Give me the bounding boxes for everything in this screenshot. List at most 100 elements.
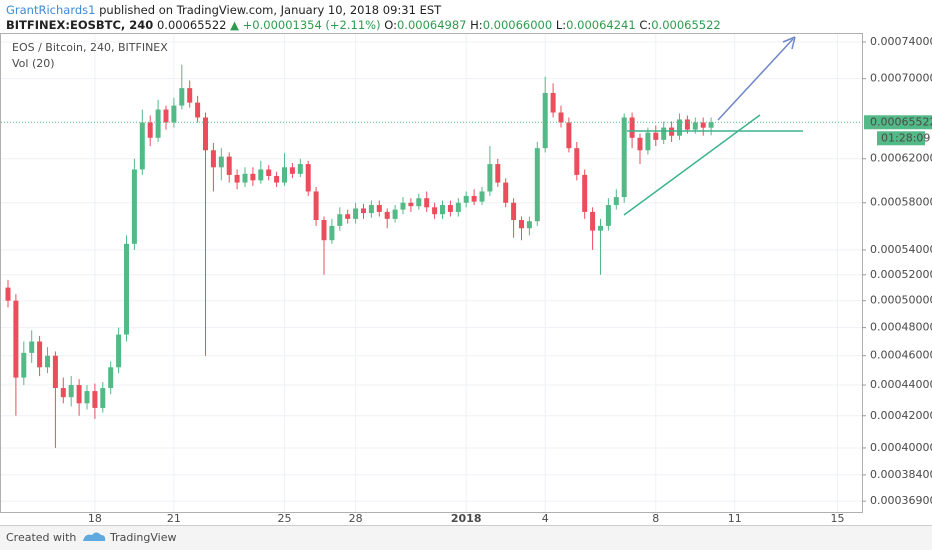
- candle-body: [361, 208, 366, 214]
- y-tick-label: 0.00048000: [870, 321, 932, 334]
- candle-body: [376, 205, 382, 212]
- y-tick-label: 0.00058000: [870, 196, 932, 209]
- candle-body: [37, 341, 43, 368]
- candle-body: [171, 105, 177, 123]
- candle-body: [274, 175, 280, 183]
- candle-body: [684, 119, 690, 130]
- header-line: GrantRichards1 published on TradingView.…: [6, 3, 442, 17]
- arrow-head: [782, 36, 796, 50]
- candle-body: [337, 214, 343, 226]
- y-tick-label: 0.00074000: [870, 35, 932, 48]
- candle-body: [392, 209, 398, 219]
- candle-body: [297, 164, 303, 174]
- candle-body: [52, 355, 58, 389]
- candle-body: [447, 205, 453, 212]
- chart-title: EOS / Bitcoin, 240, BITFINEX: [12, 41, 168, 54]
- open-value: 0.00064987: [397, 18, 467, 32]
- x-tick-label: 2018: [451, 512, 482, 525]
- last-price-label: 0.00065522: [870, 115, 932, 128]
- candle-body: [266, 169, 272, 176]
- candle-body: [629, 117, 635, 138]
- candle-body: [519, 220, 524, 229]
- candle-body: [542, 92, 548, 149]
- x-tick-label: 21: [167, 512, 181, 525]
- change: ▲ +0.00001354 (+2.11%): [230, 18, 380, 32]
- candle-body: [100, 388, 106, 408]
- candle-body: [692, 122, 698, 130]
- x-tick-label: 28: [349, 512, 363, 525]
- candle-body: [700, 122, 706, 128]
- candle-body: [637, 137, 643, 151]
- candle-body: [45, 355, 50, 368]
- candle-body: [645, 132, 651, 151]
- x-tick-label: 8: [652, 512, 659, 525]
- candle-body: [282, 167, 287, 183]
- symbol: BITFINEX:EOSBTC, 240: [6, 18, 153, 32]
- candle-body: [558, 112, 564, 123]
- candle-body: [408, 202, 414, 207]
- candle-body: [621, 117, 627, 198]
- candle-body: [384, 211, 390, 219]
- candle-body: [234, 174, 240, 183]
- candle-body: [455, 202, 461, 212]
- candle-body: [677, 119, 682, 136]
- candle-body: [345, 214, 351, 219]
- published: published on TradingView.com, January 10…: [99, 3, 442, 17]
- last-price-box: [864, 115, 932, 130]
- h-label: H:: [470, 18, 483, 32]
- candle-body: [329, 225, 335, 241]
- plot: 0.00074000 0.00070000 0.00062000 0.00058000…: [1, 34, 932, 525]
- candle-body: [155, 109, 161, 138]
- candle-body: [226, 156, 232, 175]
- x-tick-label: 25: [278, 512, 292, 525]
- candle-body: [60, 388, 66, 398]
- candle-body: [487, 164, 493, 192]
- c-label: C:: [639, 18, 651, 32]
- candle-body: [416, 198, 422, 207]
- candle-body: [566, 122, 572, 149]
- candle-body: [432, 207, 438, 215]
- l-label: L:: [556, 18, 566, 32]
- candle-body: [534, 148, 540, 222]
- x-tick-label: 11: [728, 512, 742, 525]
- candle-body: [550, 92, 556, 113]
- candle-body: [13, 300, 19, 378]
- candle-body: [305, 164, 311, 192]
- low-value: 0.00064241: [566, 18, 636, 32]
- price: 0.00065522: [157, 18, 227, 32]
- candle-body: [708, 122, 714, 128]
- y-tick-label: 0.00054000: [870, 243, 932, 256]
- candle-body: [187, 88, 193, 103]
- candle-body: [653, 132, 659, 140]
- candle-body: [203, 117, 208, 151]
- candle-body: [5, 287, 11, 301]
- x-tick-label: 15: [831, 512, 845, 525]
- candle-body: [258, 169, 264, 181]
- candle-body: [503, 182, 509, 203]
- candle-body: [250, 173, 256, 181]
- candle-body: [92, 391, 98, 408]
- candle-body: [108, 367, 114, 389]
- candle-body: [210, 150, 216, 168]
- y-tick-label: 0.00044000: [870, 378, 932, 391]
- author[interactable]: GrantRichards1: [6, 3, 95, 17]
- candle-body: [289, 167, 295, 174]
- o-label: O:: [384, 18, 397, 32]
- candle-body: [661, 127, 667, 140]
- candle-body: [471, 195, 477, 202]
- footer-created: Created with: [6, 531, 76, 544]
- candle-body: [479, 191, 485, 202]
- x-tick-label: 18: [88, 512, 102, 525]
- candle-body: [68, 385, 74, 398]
- y-tick-label: 0.00050000: [870, 294, 932, 307]
- candle-body: [163, 109, 169, 123]
- candle-body: [368, 205, 374, 214]
- y-tick-label: 0.00062000: [870, 152, 932, 165]
- candle-body: [574, 148, 580, 175]
- candle-body: [116, 334, 122, 368]
- footer-brand[interactable]: TradingView: [109, 531, 176, 544]
- candle-body: [511, 202, 517, 221]
- y-tick-label: 0.00040000: [870, 441, 932, 454]
- candle-body: [605, 205, 611, 226]
